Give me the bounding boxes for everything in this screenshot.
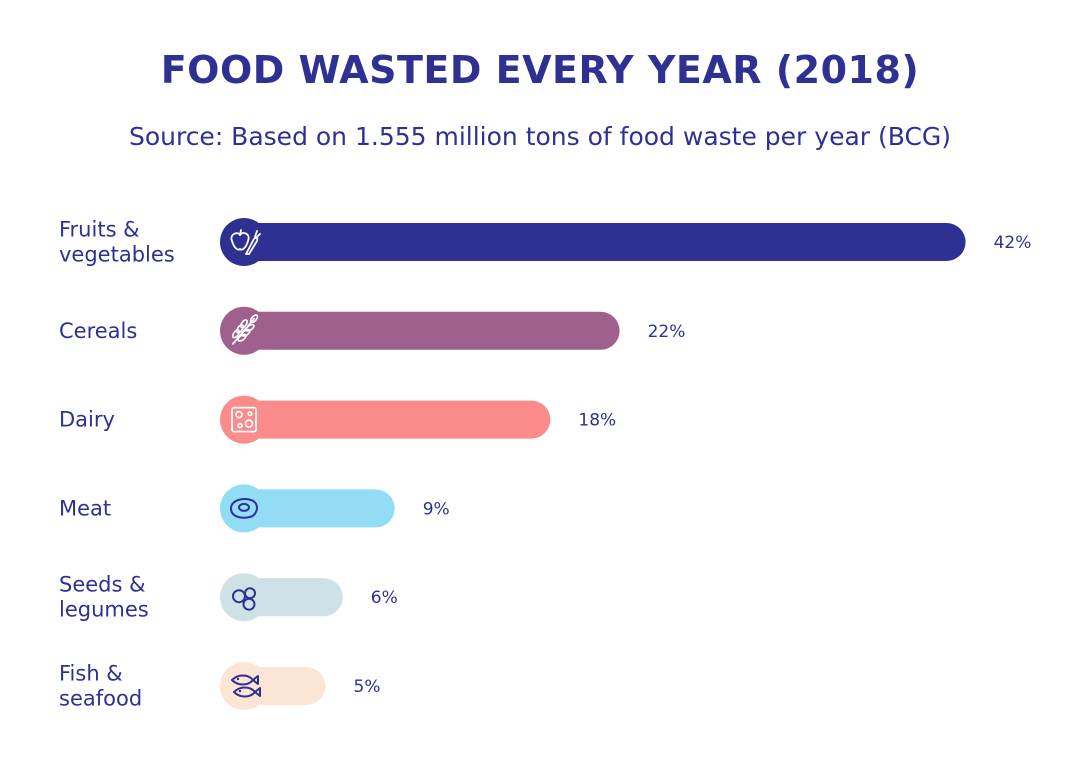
category-label: Cereals xyxy=(59,319,137,343)
fish-icon xyxy=(231,674,261,698)
bar-row: Seeds & legumes 6% xyxy=(59,573,398,622)
bar-row: Dairy 18% xyxy=(59,395,616,444)
category-label: Meat xyxy=(59,496,111,520)
value-label: 18% xyxy=(578,411,616,431)
bar-icon-circle xyxy=(220,218,268,266)
chart-title: FOOD WASTED EVERY YEAR (2018) xyxy=(160,48,920,92)
cheese-icon xyxy=(231,406,257,433)
value-label: 9% xyxy=(423,499,450,519)
legumes-icon xyxy=(232,587,256,611)
bar-icon-circle xyxy=(220,395,268,444)
bar xyxy=(239,400,551,439)
steak-icon xyxy=(230,498,258,519)
bar-icon-circle xyxy=(220,484,268,533)
bar-row: Meat 9% xyxy=(59,484,450,533)
bar xyxy=(239,223,966,261)
bar-row: Fruits & vegetables 42% xyxy=(59,218,1031,267)
value-label: 5% xyxy=(354,677,381,697)
category-label: Dairy xyxy=(59,408,115,432)
value-label: 22% xyxy=(648,322,686,342)
bar-row: Cereals 22% xyxy=(59,306,686,355)
chart-subtitle: Source: Based on 1.555 million tons of f… xyxy=(128,122,952,151)
fruits-vegetables-icon xyxy=(230,229,261,255)
bar-icon-circle xyxy=(220,662,268,710)
value-label: 6% xyxy=(371,588,398,608)
bar-row: Fish & seafood 5% xyxy=(59,662,380,711)
value-label: 42% xyxy=(994,233,1032,253)
category-label: Fruits & vegetables xyxy=(59,218,175,267)
category-label: Fish & seafood xyxy=(59,662,142,711)
bar xyxy=(239,489,395,528)
wheat-icon xyxy=(232,314,259,345)
bar xyxy=(239,311,620,350)
category-label: Seeds & legumes xyxy=(59,573,149,622)
